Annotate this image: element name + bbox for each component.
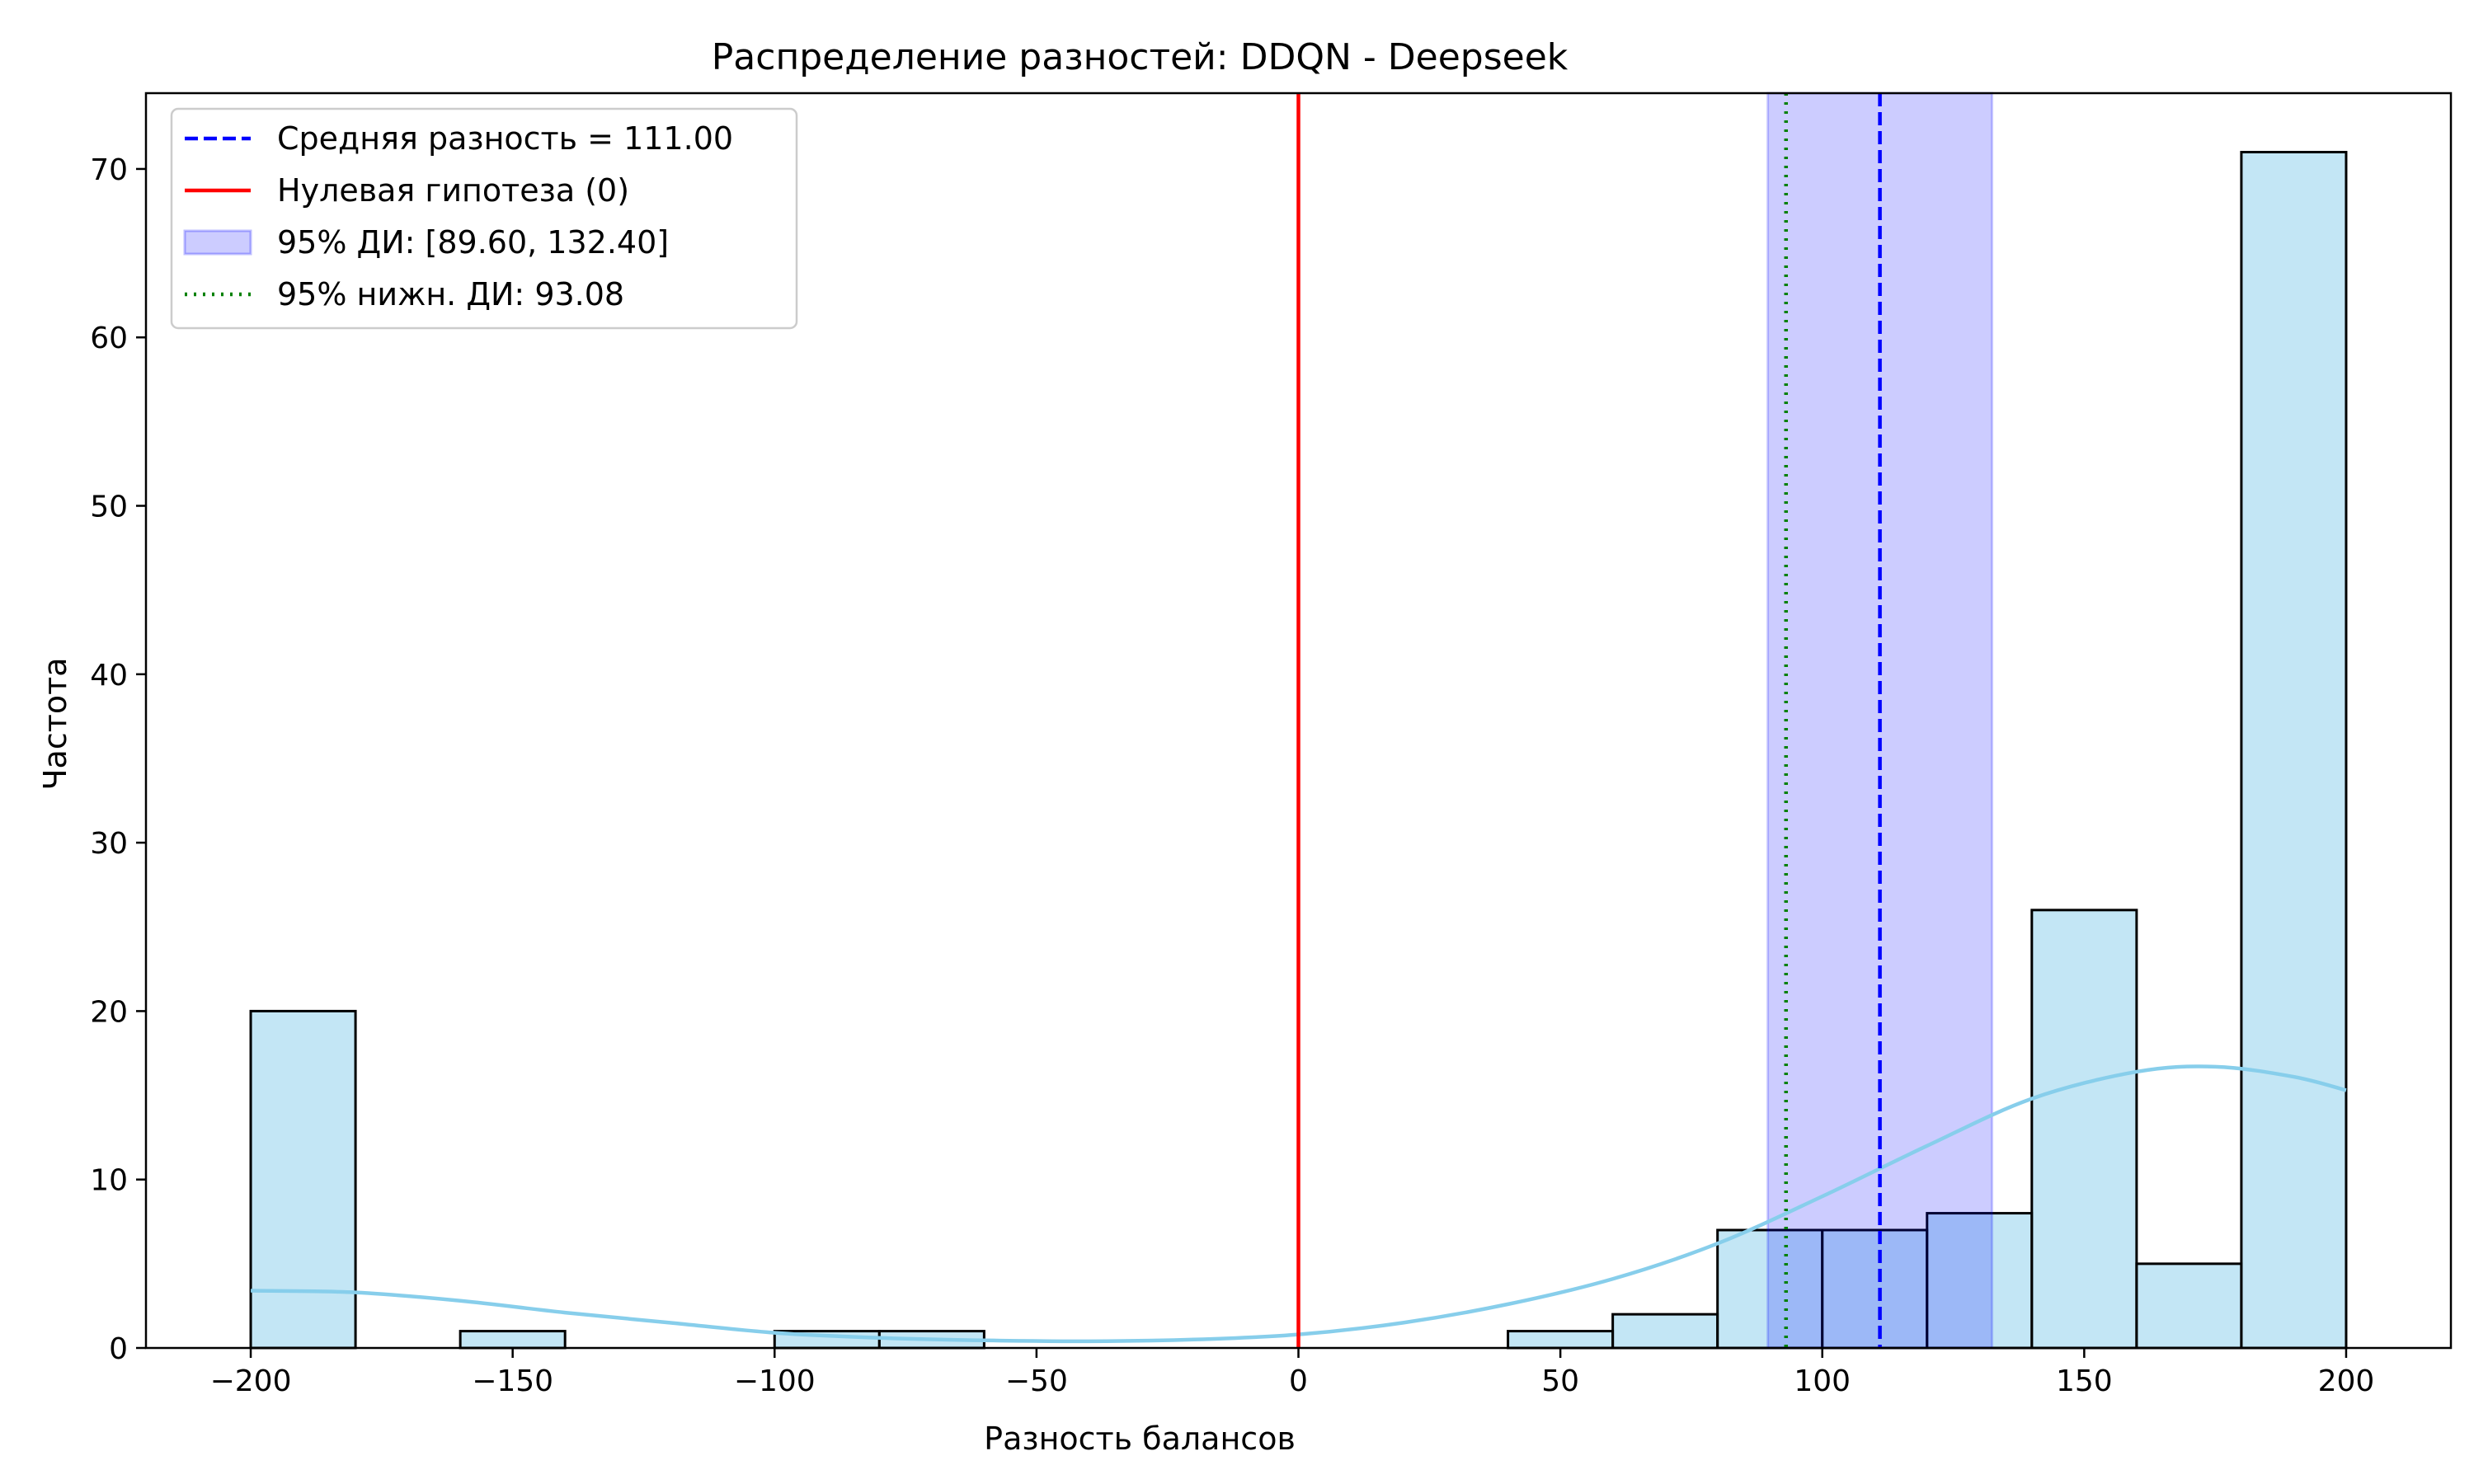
y-tick-label: 30 (90, 827, 128, 861)
x-tick-label: 200 (2318, 1364, 2375, 1398)
y-tick-label: 40 (90, 659, 128, 693)
legend: Средняя разность = 111.00 Нулевая гипотез… (172, 109, 797, 328)
x-tick-label: −200 (210, 1364, 292, 1398)
x-tick-label: −50 (1005, 1364, 1068, 1398)
histogram-bar (2137, 1264, 2241, 1348)
y-tick-label: 70 (90, 153, 128, 187)
legend-label: Нулевая гипотеза (0) (277, 172, 629, 209)
y-tick-label: 60 (90, 322, 128, 355)
histogram-bar (2241, 153, 2346, 1348)
y-tick-label: 10 (90, 1164, 128, 1198)
histogram-bar (1613, 1314, 1718, 1348)
x-tick-label: 0 (1289, 1364, 1308, 1398)
chart-title: Распределение разностей: DDQN - Deepseek (712, 36, 1569, 78)
y-tick-label: 0 (109, 1332, 128, 1366)
x-tick-label: −100 (734, 1364, 816, 1398)
histogram-bar (251, 1011, 355, 1348)
histogram-bar (2032, 910, 2137, 1348)
legend-label: 95% нижн. ДИ: 93.08 (277, 276, 624, 312)
x-tick-label: −150 (472, 1364, 553, 1398)
legend-label: 95% ДИ: [89.60, 132.40] (277, 224, 669, 261)
y-tick-label: 20 (90, 995, 128, 1029)
x-tick-label: 100 (1794, 1364, 1851, 1398)
histogram-bar (1508, 1331, 1613, 1348)
y-axis-label: Частота (37, 657, 73, 790)
legend-swatch-ci (185, 231, 251, 254)
x-tick-label: 50 (1541, 1364, 1579, 1398)
legend-label: Средняя разность = 111.00 (277, 120, 733, 157)
x-tick-label: 150 (2056, 1364, 2113, 1398)
y-tick-label: 50 (90, 491, 128, 524)
x-axis-label: Разность балансов (984, 1421, 1296, 1457)
histogram-bar (460, 1331, 565, 1348)
